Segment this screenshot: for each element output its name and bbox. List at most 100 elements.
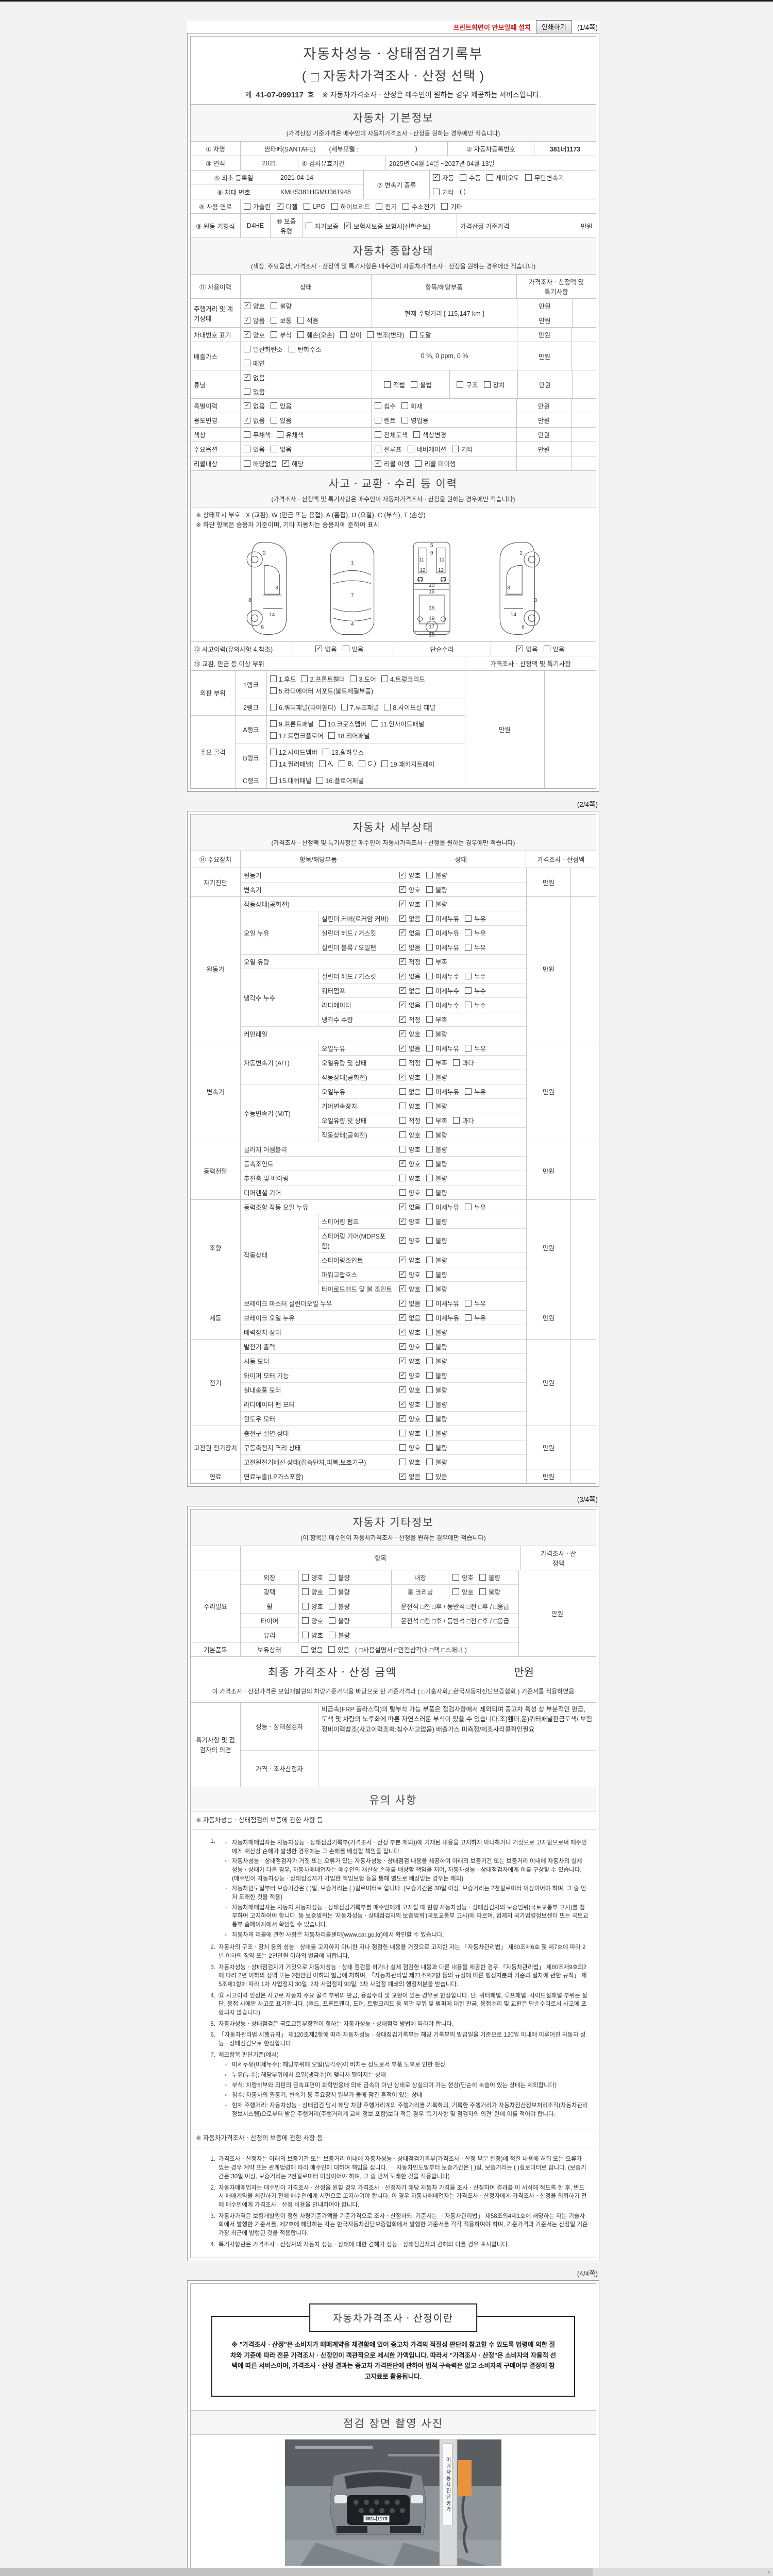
checkbox-unchecked[interactable] — [271, 317, 278, 324]
checkbox-unchecked[interactable] — [426, 1328, 433, 1335]
checkbox-unchecked[interactable] — [271, 417, 278, 423]
checkbox-unchecked[interactable] — [543, 645, 550, 652]
checkbox-unchecked[interactable] — [399, 1145, 406, 1153]
checkbox-unchecked[interactable] — [375, 402, 381, 409]
checkbox-unchecked[interactable] — [426, 1400, 433, 1408]
checkbox-unchecked[interactable] — [328, 732, 335, 739]
checkbox-unchecked[interactable] — [399, 1174, 406, 1181]
checkbox-unchecked[interactable] — [399, 1131, 406, 1138]
checkbox-unchecked[interactable] — [410, 331, 417, 338]
checkbox-unchecked[interactable] — [426, 1189, 433, 1196]
checkbox-checked[interactable]: ✓ — [399, 900, 406, 907]
checkbox-unchecked[interactable] — [399, 1444, 406, 1451]
checkbox-unchecked[interactable] — [426, 1256, 433, 1263]
checkbox-unchecked[interactable] — [426, 1160, 433, 1167]
checkbox-valuation-select[interactable] — [311, 73, 320, 81]
checkbox-checked[interactable]: ✓ — [244, 417, 250, 423]
checkbox-unchecked[interactable] — [270, 703, 277, 710]
checkbox-unchecked[interactable] — [329, 1602, 336, 1609]
checkbox-unchecked[interactable] — [426, 1015, 433, 1023]
checkbox-unchecked[interactable] — [465, 987, 472, 994]
checkbox-unchecked[interactable] — [402, 203, 410, 210]
checkbox-unchecked[interactable] — [452, 446, 459, 452]
checkbox-unchecked[interactable] — [452, 1588, 459, 1595]
checkbox-unchecked[interactable] — [302, 1631, 309, 1638]
checkbox-unchecked[interactable] — [329, 1573, 336, 1581]
checkbox-unchecked[interactable] — [426, 1001, 433, 1008]
checkbox-unchecked[interactable] — [426, 1270, 433, 1278]
checkbox-checked[interactable]: ✓ — [375, 460, 381, 467]
checkbox-checked[interactable]: ✓ — [399, 1073, 406, 1080]
checkbox-unchecked[interactable] — [426, 1444, 433, 1451]
checkbox-unchecked[interactable] — [329, 1631, 336, 1638]
checkbox-unchecked[interactable] — [331, 203, 338, 210]
checkbox-checked[interactable]: ✓ — [399, 972, 406, 979]
checkbox-unchecked[interactable] — [399, 1088, 406, 1095]
checkbox-unchecked[interactable] — [329, 1617, 336, 1624]
checkbox-unchecked[interactable] — [375, 446, 381, 452]
checkbox-unchecked[interactable] — [426, 871, 433, 878]
checkbox-unchecked[interactable] — [399, 1458, 406, 1465]
checkbox-checked[interactable]: ✓ — [399, 1256, 406, 1263]
checkbox-unchecked[interactable] — [318, 760, 326, 767]
checkbox-checked[interactable]: ✓ — [399, 1237, 406, 1244]
checkbox-unchecked[interactable] — [426, 1314, 433, 1321]
checkbox-unchecked[interactable] — [465, 929, 472, 936]
checkbox-unchecked[interactable] — [407, 446, 414, 452]
checkbox-unchecked[interactable] — [244, 360, 250, 366]
checkbox-unchecked[interactable] — [426, 1371, 433, 1379]
checkbox-unchecked[interactable] — [399, 1429, 406, 1436]
checkbox-unchecked[interactable] — [301, 1646, 308, 1653]
checkbox-checked[interactable]: ✓ — [399, 1030, 406, 1037]
checkbox-checked[interactable]: ✓ — [399, 1328, 406, 1335]
checkbox-unchecked[interactable] — [426, 943, 433, 951]
checkbox-unchecked[interactable] — [399, 1059, 406, 1066]
checkbox-unchecked[interactable] — [426, 1217, 433, 1225]
checkbox-unchecked[interactable] — [371, 720, 378, 727]
checkbox-unchecked[interactable] — [288, 346, 295, 352]
checkbox-unchecked[interactable] — [244, 346, 250, 352]
checkbox-unchecked[interactable] — [426, 929, 433, 936]
checkbox-unchecked[interactable] — [426, 1131, 433, 1138]
checkbox-unchecked[interactable] — [486, 174, 494, 181]
checkbox-checked[interactable]: ✓ — [399, 871, 406, 878]
checkbox-unchecked[interactable] — [426, 958, 433, 965]
checkbox-unchecked[interactable] — [302, 1573, 309, 1581]
checkbox-checked[interactable]: ✓ — [399, 943, 406, 951]
checkbox-checked[interactable]: ✓ — [399, 1001, 406, 1008]
checkbox-unchecked[interactable] — [465, 914, 472, 922]
checkbox-checked[interactable]: ✓ — [399, 1386, 406, 1393]
checkbox-unchecked[interactable] — [375, 431, 381, 438]
checkbox-unchecked[interactable] — [244, 431, 250, 438]
checkbox-unchecked[interactable] — [426, 1116, 433, 1124]
checkbox-unchecked[interactable] — [322, 748, 329, 755]
checkbox-unchecked[interactable] — [381, 760, 388, 767]
checkbox-unchecked[interactable] — [426, 987, 433, 994]
checkbox-unchecked[interactable] — [316, 776, 324, 784]
checkbox-unchecked[interactable] — [426, 1102, 433, 1109]
checkbox-checked[interactable]: ✓ — [399, 1285, 406, 1292]
checkbox-unchecked[interactable] — [479, 1573, 486, 1581]
checkbox-unchecked[interactable] — [376, 203, 383, 210]
checkbox-unchecked[interactable] — [426, 1285, 433, 1292]
checkbox-checked[interactable]: ✓ — [399, 1217, 406, 1225]
checkbox-unchecked[interactable] — [452, 1573, 459, 1581]
checkbox-checked[interactable]: ✓ — [399, 1203, 406, 1210]
checkbox-unchecked[interactable] — [460, 174, 467, 181]
checkbox-unchecked[interactable] — [342, 645, 349, 652]
checkbox-checked[interactable]: ✓ — [399, 987, 406, 994]
checkbox-unchecked[interactable] — [350, 675, 357, 682]
checkbox-unchecked[interactable] — [399, 1102, 406, 1109]
checkbox-unchecked[interactable] — [270, 675, 277, 682]
checkbox-unchecked[interactable] — [483, 381, 491, 388]
checkbox-checked[interactable]: ✓ — [244, 402, 250, 409]
checkbox-unchecked[interactable] — [383, 381, 391, 388]
checkbox-unchecked[interactable] — [306, 222, 312, 229]
checkbox-checked[interactable]: ✓ — [399, 1314, 406, 1321]
checkbox-unchecked[interactable] — [426, 1343, 433, 1350]
checkbox-unchecked[interactable] — [525, 174, 532, 181]
checkbox-unchecked[interactable] — [453, 1059, 460, 1066]
checkbox-unchecked[interactable] — [465, 1044, 472, 1052]
checkbox-unchecked[interactable] — [426, 1073, 433, 1080]
checkbox-unchecked[interactable] — [270, 687, 277, 694]
